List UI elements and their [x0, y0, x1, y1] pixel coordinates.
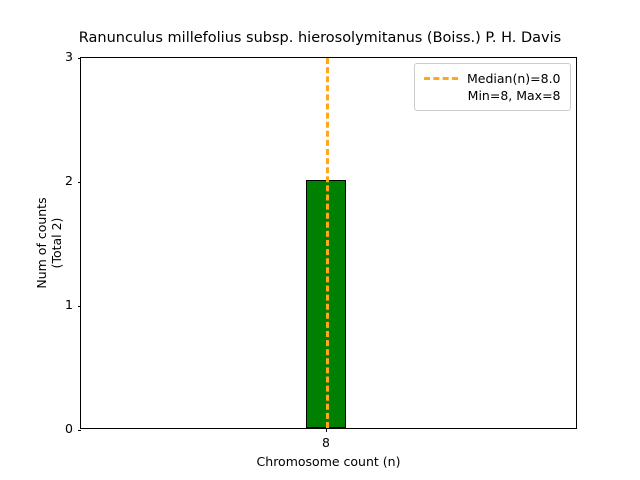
xtick-label-8: 8	[322, 435, 330, 450]
y-axis-label-line2: (Total 2)	[49, 217, 64, 269]
ytick-label-1: 1	[65, 297, 73, 312]
page-title: Ranunculus millefolius subsp. hierosolym…	[78, 30, 562, 46]
legend-item-minmax: Min=8, Max=8	[424, 87, 561, 104]
ytick-mark-2	[77, 182, 81, 183]
y-axis-label-line1: Num of counts	[34, 197, 49, 289]
ytick-mark-0	[77, 429, 81, 431]
x-axis-label: Chromosome count (n)	[256, 454, 401, 469]
plot-area: Median(n)=8.0 Min=8, Max=8	[77, 57, 577, 432]
ytick-label-0: 0	[65, 420, 73, 436]
dashed-line-icon	[424, 77, 458, 80]
ytick-mark-1	[77, 306, 81, 307]
median-line	[326, 58, 329, 428]
legend-item-median: Median(n)=8.0	[424, 70, 561, 87]
xtick-mark-8	[326, 428, 327, 432]
chart-legend: Median(n)=8.0 Min=8, Max=8	[414, 63, 571, 111]
legend-label-median: Median(n)=8.0	[467, 70, 561, 86]
y-axis-label: Num of counts (Total 2)	[34, 57, 68, 429]
ytick-label-2: 2	[65, 173, 73, 188]
ytick-mark-3	[77, 58, 81, 59]
legend-label-minmax: Min=8, Max=8	[467, 87, 561, 103]
ytick-label-3: 3	[65, 49, 73, 64]
